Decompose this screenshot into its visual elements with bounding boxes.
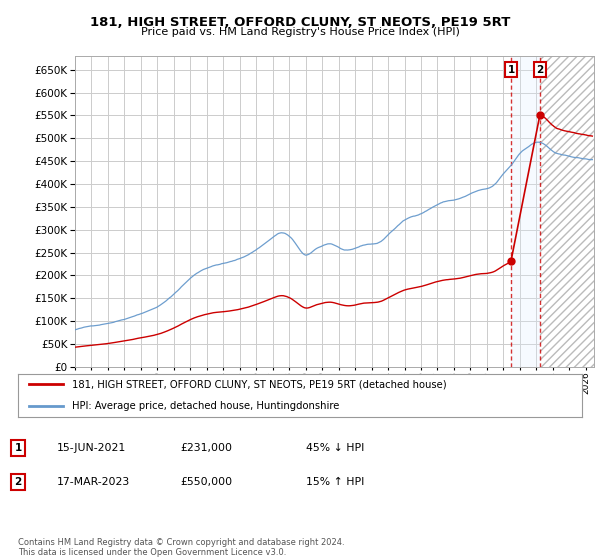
Text: 181, HIGH STREET, OFFORD CLUNY, ST NEOTS, PE19 5RT: 181, HIGH STREET, OFFORD CLUNY, ST NEOTS… xyxy=(90,16,510,29)
Text: £231,000: £231,000 xyxy=(180,443,232,453)
Text: HPI: Average price, detached house, Huntingdonshire: HPI: Average price, detached house, Hunt… xyxy=(71,402,339,411)
Text: 1: 1 xyxy=(14,443,22,453)
Text: 181, HIGH STREET, OFFORD CLUNY, ST NEOTS, PE19 5RT (detached house): 181, HIGH STREET, OFFORD CLUNY, ST NEOTS… xyxy=(71,380,446,389)
Bar xyxy=(540,56,594,367)
Text: Contains HM Land Registry data © Crown copyright and database right 2024.
This d: Contains HM Land Registry data © Crown c… xyxy=(18,538,344,557)
Bar xyxy=(511,56,540,367)
Text: 2: 2 xyxy=(14,477,22,487)
Text: 45% ↓ HPI: 45% ↓ HPI xyxy=(306,443,364,453)
Text: 17-MAR-2023: 17-MAR-2023 xyxy=(57,477,130,487)
Text: 2: 2 xyxy=(536,65,544,74)
Text: 15-JUN-2021: 15-JUN-2021 xyxy=(57,443,126,453)
Text: £550,000: £550,000 xyxy=(180,477,232,487)
Text: 15% ↑ HPI: 15% ↑ HPI xyxy=(306,477,364,487)
Text: Price paid vs. HM Land Registry's House Price Index (HPI): Price paid vs. HM Land Registry's House … xyxy=(140,27,460,37)
Text: 1: 1 xyxy=(508,65,515,74)
